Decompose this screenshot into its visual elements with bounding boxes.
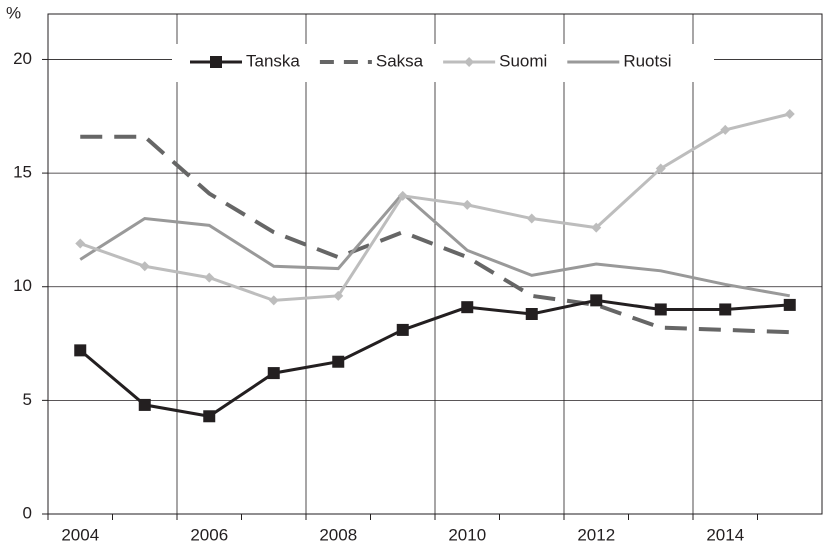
marker — [655, 163, 666, 174]
legend-box — [172, 44, 714, 82]
series — [75, 109, 795, 306]
marker — [332, 355, 345, 368]
marker — [719, 303, 732, 316]
x-tick-label: 2012 — [577, 525, 615, 544]
marker — [462, 199, 473, 210]
marker — [783, 298, 796, 311]
y-tick-label: 10 — [13, 276, 32, 295]
marker — [784, 109, 795, 119]
line — [79, 298, 790, 418]
x-tick-label: 2010 — [448, 525, 486, 544]
x-tick-label: 2004 — [61, 525, 99, 544]
marker — [526, 213, 537, 224]
x-tick-label: 2008 — [319, 525, 357, 544]
legend-label: Suomi — [499, 51, 547, 70]
line — [80, 134, 790, 335]
marker — [591, 222, 602, 233]
marker — [464, 57, 475, 67]
x-tick-label: 2014 — [706, 525, 744, 544]
marker — [397, 190, 408, 201]
y-tick-label: 15 — [13, 163, 32, 182]
legend-label: Ruotsi — [623, 51, 671, 70]
marker — [461, 301, 474, 314]
x-tick-label: 2006 — [190, 525, 228, 544]
legend-label: Tanska — [246, 51, 300, 70]
marker — [267, 367, 280, 380]
marker — [138, 398, 151, 411]
marker — [203, 410, 216, 423]
line — [79, 191, 791, 298]
legend-label: Saksa — [376, 51, 424, 70]
y-tick-label: 20 — [13, 49, 32, 68]
marker — [75, 238, 86, 249]
y-axis-label: % — [6, 3, 21, 22]
marker — [210, 56, 222, 68]
marker — [590, 294, 603, 307]
series — [80, 134, 790, 335]
series — [74, 294, 796, 423]
y-tick-label: 5 — [23, 390, 32, 409]
marker — [720, 124, 731, 135]
marker — [268, 295, 279, 306]
line — [79, 112, 791, 302]
y-tick-label: 0 — [23, 503, 32, 522]
marker — [204, 272, 215, 283]
marker — [396, 323, 409, 336]
marker — [525, 308, 538, 320]
marker — [139, 261, 150, 272]
marker — [333, 290, 344, 301]
series — [79, 191, 791, 298]
marker — [654, 303, 667, 316]
marker — [74, 344, 87, 357]
